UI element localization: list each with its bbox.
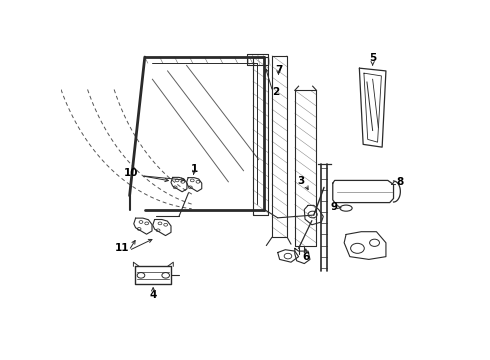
Circle shape: [139, 221, 143, 223]
Text: 8: 8: [396, 177, 404, 187]
Text: 7: 7: [275, 64, 282, 75]
Text: 6: 6: [302, 252, 309, 262]
Circle shape: [137, 228, 141, 230]
Circle shape: [162, 273, 170, 278]
Text: 1: 1: [191, 164, 198, 174]
Circle shape: [308, 211, 317, 218]
Circle shape: [145, 222, 148, 225]
Text: 3: 3: [297, 176, 305, 186]
Circle shape: [189, 186, 192, 189]
Text: 9: 9: [330, 202, 338, 212]
Text: 11: 11: [115, 243, 129, 253]
Circle shape: [164, 223, 168, 226]
Circle shape: [175, 179, 179, 182]
Ellipse shape: [340, 205, 352, 211]
Text: 5: 5: [369, 53, 376, 63]
Circle shape: [369, 239, 379, 246]
Text: 10: 10: [124, 168, 139, 178]
Circle shape: [181, 180, 185, 183]
Circle shape: [284, 253, 292, 259]
Circle shape: [190, 179, 194, 182]
Text: 4: 4: [149, 291, 157, 301]
Circle shape: [158, 222, 162, 225]
Circle shape: [137, 273, 145, 278]
Text: 2: 2: [272, 87, 279, 97]
Circle shape: [196, 180, 200, 183]
Circle shape: [173, 186, 177, 189]
Circle shape: [351, 243, 364, 253]
Circle shape: [156, 229, 160, 232]
